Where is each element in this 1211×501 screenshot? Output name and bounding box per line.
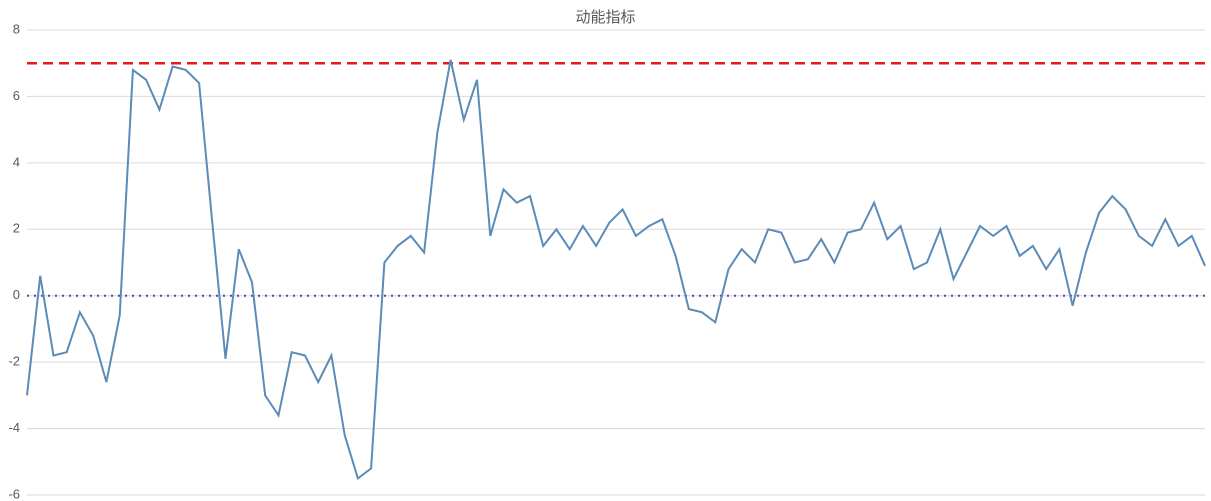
ytick-label: 0 <box>13 287 20 302</box>
ytick-label: 8 <box>13 21 20 36</box>
series-momentum <box>27 60 1205 479</box>
ytick-label: -6 <box>8 486 20 501</box>
ytick-label: 6 <box>13 88 20 103</box>
momentum-chart: 动能指标 -6-4-202468 <box>0 0 1211 501</box>
chart-svg: -6 -4 -2 0 2 4 6 8 <box>0 0 1211 501</box>
ytick-label: 2 <box>13 221 20 236</box>
ytick-label: 4 <box>13 154 20 169</box>
ytick-label: -2 <box>8 354 20 369</box>
ytick-label: -4 <box>8 420 20 435</box>
